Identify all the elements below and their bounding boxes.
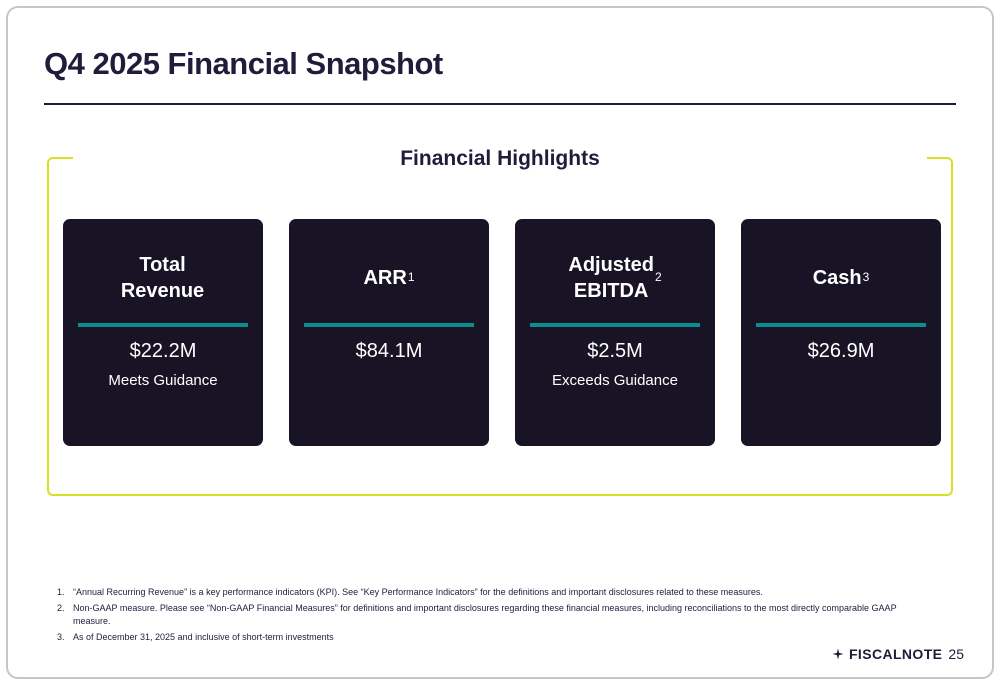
slide-canvas: Q4 2025 Financial Snapshot Financial Hig… bbox=[6, 6, 994, 679]
metric-card-adjusted-ebitda: Adjusted EBITDA 2 $2.5M Exceeds Guidance bbox=[515, 219, 715, 446]
footnote-text: “Annual Recurring Revenue” is a key perf… bbox=[73, 587, 763, 597]
metric-card-cash: Cash 3 $26.9M bbox=[741, 219, 941, 446]
footnote-number: 1. bbox=[57, 587, 65, 597]
metric-cards-row: Total Revenue $22.2M Meets Guidance ARR 1… bbox=[63, 219, 941, 446]
card-heading-text: Cash bbox=[812, 267, 862, 289]
fiscalnote-logo-icon bbox=[832, 648, 844, 660]
card-heading-text: Total Revenue bbox=[120, 254, 205, 302]
card-value: $84.1M bbox=[355, 340, 423, 362]
highlights-title-container: Financial Highlights bbox=[73, 142, 927, 176]
metric-card-arr: ARR 1 $84.1M bbox=[289, 219, 489, 446]
teal-divider bbox=[304, 323, 474, 327]
card-value: $26.9M bbox=[807, 340, 875, 362]
page-title: Q4 2025 Financial Snapshot bbox=[44, 46, 443, 81]
card-note: Exceeds Guidance bbox=[552, 372, 678, 389]
card-heading-text: ARR bbox=[363, 267, 407, 289]
teal-divider bbox=[530, 323, 700, 327]
card-heading-sup: 1 bbox=[407, 270, 415, 285]
brand-name: FISCALNOTE bbox=[848, 646, 943, 662]
title-divider bbox=[44, 103, 956, 105]
card-heading: Cash 3 bbox=[813, 233, 870, 323]
footer-brand: FISCALNOTE 25 bbox=[832, 646, 964, 662]
footnote-item: 1. “Annual Recurring Revenue” is a key p… bbox=[57, 586, 932, 600]
card-heading: Total Revenue bbox=[121, 233, 205, 323]
footnote-item: 3. As of December 31, 2025 and inclusive… bbox=[57, 631, 932, 645]
footnote-number: 2. bbox=[57, 602, 65, 613]
teal-divider bbox=[78, 323, 248, 327]
footnote-text: Non-GAAP measure. Please see “Non-GAAP F… bbox=[73, 602, 897, 627]
highlights-title: Financial Highlights bbox=[400, 147, 600, 170]
card-note: Meets Guidance bbox=[108, 372, 218, 389]
card-heading: ARR 1 bbox=[363, 233, 414, 323]
footnote-number: 3. bbox=[57, 631, 65, 642]
card-value: $22.2M bbox=[129, 340, 197, 362]
card-heading-sup: 2 bbox=[654, 270, 662, 285]
card-value: $2.5M bbox=[587, 340, 643, 362]
card-heading-text: Adjusted EBITDA bbox=[568, 254, 654, 302]
page-number: 25 bbox=[948, 646, 964, 662]
footnote-item: 2. Non-GAAP measure. Please see “Non-GAA… bbox=[57, 602, 932, 629]
metric-card-total-revenue: Total Revenue $22.2M Meets Guidance bbox=[63, 219, 263, 446]
highlights-frame: Financial Highlights Total Revenue $22.2… bbox=[47, 142, 953, 496]
footnotes: 1. “Annual Recurring Revenue” is a key p… bbox=[57, 586, 932, 646]
card-heading-sup: 3 bbox=[862, 270, 870, 285]
card-heading: Adjusted EBITDA 2 bbox=[568, 233, 661, 323]
teal-divider bbox=[756, 323, 926, 327]
footnote-text: As of December 31, 2025 and inclusive of… bbox=[73, 631, 334, 642]
